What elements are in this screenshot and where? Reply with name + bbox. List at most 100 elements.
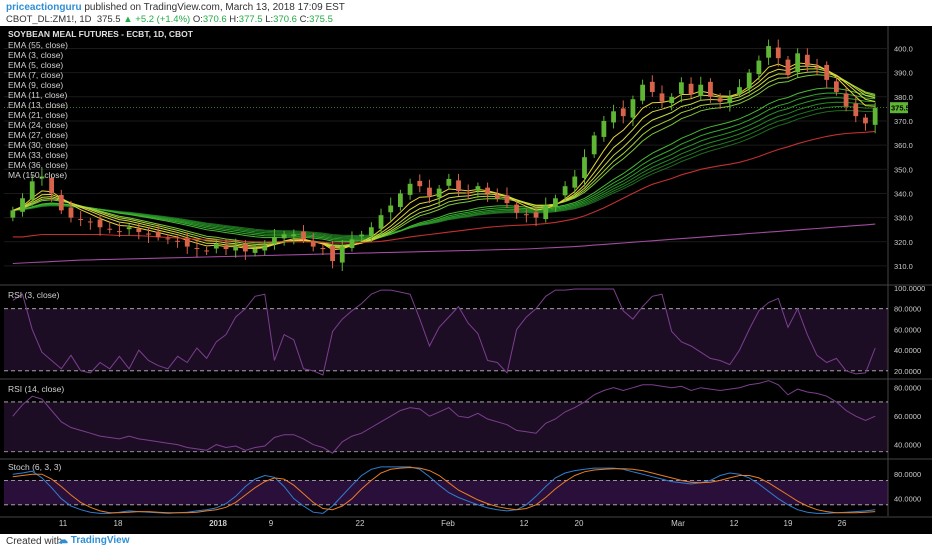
x-tick-label: 22 [356, 519, 365, 528]
candle-body [543, 205, 549, 220]
indicator-label: EMA (55, close) [8, 40, 68, 50]
up-arrow-icon: ▲ [123, 14, 133, 25]
candle-body [194, 248, 200, 250]
candle-body [310, 240, 316, 247]
candle-body [398, 193, 403, 207]
candle-body [165, 238, 171, 240]
y-tick-label: 80.0000 [894, 470, 921, 479]
rsi14-label: RSI (14, close) [8, 384, 64, 394]
footer: Created with ☁ TradingView [0, 534, 932, 550]
indicator-lines [12, 288, 876, 514]
indicator-label: EMA (27, close) [8, 130, 68, 140]
pane-backgrounds [4, 308, 888, 505]
candle-body [136, 228, 142, 233]
current-price-tag: 375.5 [890, 102, 910, 114]
x-tick-label: Mar [671, 519, 685, 528]
candle-body [281, 234, 287, 239]
ohlc-line: CBOT_DL:ZM1!, 1D 375.5 ▲ +5.2 (+1.4%) O:… [6, 14, 333, 25]
chart-area[interactable]: 310.0 320.0 330.0 340.0 350.0 360.0 370.0 380.0… [0, 26, 932, 534]
candle-body [68, 207, 74, 218]
indicator-label: EMA (9, close) [8, 80, 63, 90]
y-tick-label: 370.0 [894, 117, 913, 126]
candle-body [330, 246, 335, 262]
close-value: 375.5 [309, 14, 333, 25]
candle-body [649, 81, 655, 92]
candle-body [494, 194, 500, 199]
candle-body [553, 198, 558, 207]
candle-body [49, 177, 54, 194]
current-price-value: 375.5 [891, 103, 910, 112]
candle-body [475, 186, 481, 191]
x-tick-label: 9 [269, 519, 274, 528]
y-tick-label: 360.0 [894, 141, 913, 150]
candle-body [533, 212, 539, 218]
candle-body [272, 236, 277, 244]
y-tick-label: 380.0 [894, 93, 913, 102]
candle-body [126, 227, 132, 230]
chart-svg[interactable]: 310.0 320.0 330.0 340.0 350.0 360.0 370.0 380.0… [0, 26, 932, 534]
candle-body [175, 240, 180, 242]
ema-line [12, 87, 876, 243]
high-value: 377.5 [238, 14, 263, 25]
candle-body [58, 194, 64, 211]
candle-body [775, 47, 781, 59]
candle-body [320, 248, 326, 250]
y-tick-label: 80.0000 [894, 384, 921, 393]
candle-body [737, 87, 742, 94]
grid-lines [0, 26, 932, 518]
candle-body [504, 195, 510, 204]
candle-body [620, 108, 626, 117]
candle-body [465, 192, 471, 194]
open-value: 370.6 [202, 14, 227, 25]
candle-body [223, 245, 229, 250]
tradingview-logo[interactable]: ☁ TradingView [58, 535, 130, 546]
y-tick-label: 310.0 [894, 262, 913, 271]
x-tick-label: 11 [59, 519, 68, 528]
y-tick-label: 400.0 [894, 44, 913, 53]
y-tick-label: 60.0000 [894, 325, 921, 334]
candle-body [87, 221, 93, 223]
y-tick-label: 340.0 [894, 189, 913, 198]
candle-body [863, 117, 868, 124]
candle-body [78, 219, 84, 221]
x-tick-label: 12 [730, 519, 739, 528]
candle-body [601, 120, 607, 137]
candle-body [146, 233, 151, 235]
low-value: 370.6 [273, 14, 297, 25]
candle-body [291, 234, 297, 236]
indicator-label: EMA (11, close) [8, 90, 68, 100]
tradingview-brand: TradingView [70, 535, 130, 546]
candle-body [378, 215, 384, 229]
candle-body [368, 227, 374, 236]
y-tick-label: 100.0000 [894, 284, 925, 293]
x-tick-label: 19 [784, 519, 793, 528]
candle-body [688, 83, 694, 95]
author-link[interactable]: priceactionguru [6, 2, 82, 13]
candle-body [339, 246, 345, 263]
chart-header: priceactionguru published on TradingView… [0, 0, 932, 26]
candle-body [824, 64, 830, 80]
indicator-label: EMA (5, close) [8, 60, 63, 70]
candle-body [523, 214, 529, 216]
price-axes: 310.0 320.0 330.0 340.0 350.0 360.0 370.0 380.0… [894, 44, 925, 503]
candle-body [184, 238, 190, 247]
last-price: 375.5 [96, 14, 121, 25]
candle-body [872, 107, 878, 125]
candle-body [727, 96, 733, 104]
indicator-label: EMA (3, close) [8, 50, 63, 60]
candle-body [717, 98, 723, 102]
candle-body [708, 81, 713, 97]
created-with-text: Created with [6, 536, 63, 547]
ema-line [12, 106, 876, 238]
x-axis: 11 18 2018 9 22 Feb 12 20 Mar 12 19 26 [59, 519, 847, 528]
candle-body [252, 249, 258, 253]
indicator-label: EMA (7, close) [8, 70, 63, 80]
indicator-label: MA (150, close) [8, 170, 67, 180]
candle-body [591, 135, 597, 155]
ma150-line [12, 223, 876, 265]
indicator-line [12, 466, 876, 514]
candle-body [388, 205, 394, 213]
candle-body [39, 176, 45, 179]
candle-body [242, 243, 248, 252]
candle-body [659, 93, 665, 102]
